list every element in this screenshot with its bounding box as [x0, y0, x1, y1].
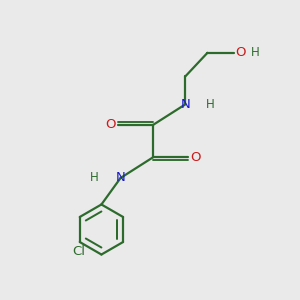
Text: N: N: [181, 98, 190, 111]
Text: O: O: [190, 151, 201, 164]
Text: O: O: [235, 46, 246, 59]
Text: Cl: Cl: [72, 245, 85, 258]
Text: H: H: [251, 46, 260, 59]
Text: N: N: [116, 172, 125, 184]
Text: H: H: [206, 98, 215, 111]
Text: O: O: [105, 118, 116, 131]
Text: H: H: [90, 172, 98, 184]
